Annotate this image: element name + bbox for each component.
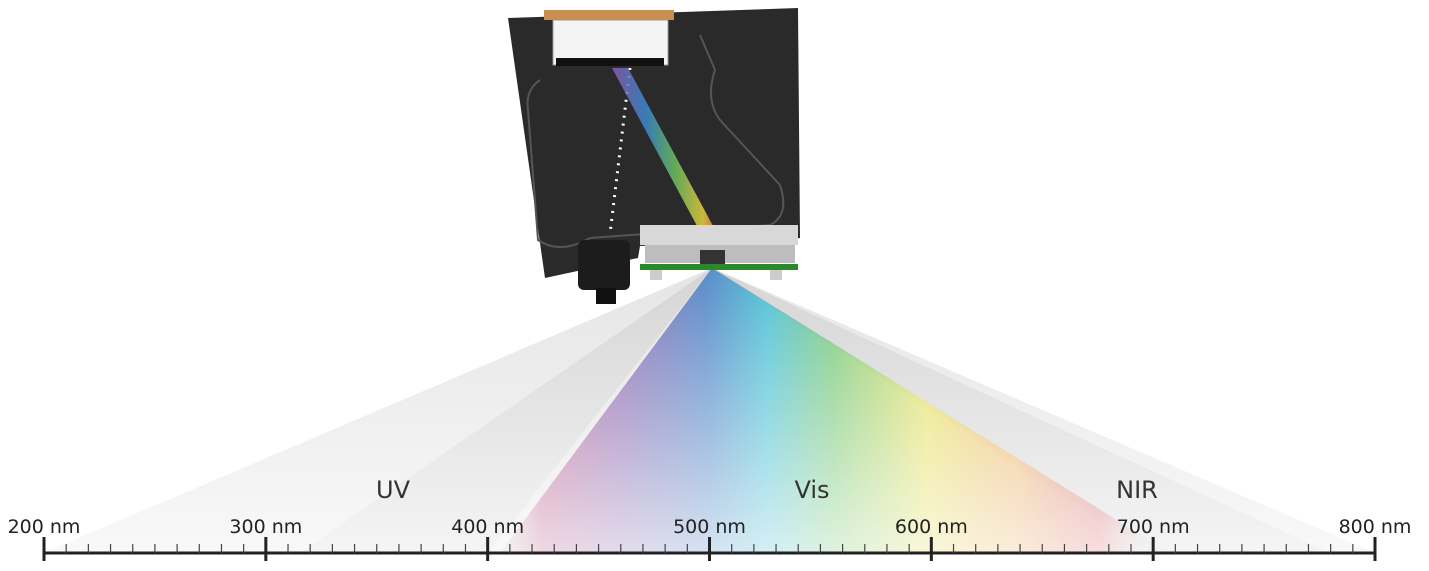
tick-label: 300 nm [229,516,302,538]
tick-label: 800 nm [1339,516,1412,538]
region-label: Vis [794,476,829,504]
spectrometer [508,8,800,304]
region-label: NIR [1116,476,1158,504]
tick-label: 500 nm [673,516,746,538]
light-fan [44,268,1375,553]
tick-label: 200 nm [8,516,81,538]
tick-label: 700 nm [1117,516,1190,538]
tick-label: 600 nm [895,516,968,538]
region-label: UV [376,476,411,504]
tick-label: 400 nm [451,516,524,538]
